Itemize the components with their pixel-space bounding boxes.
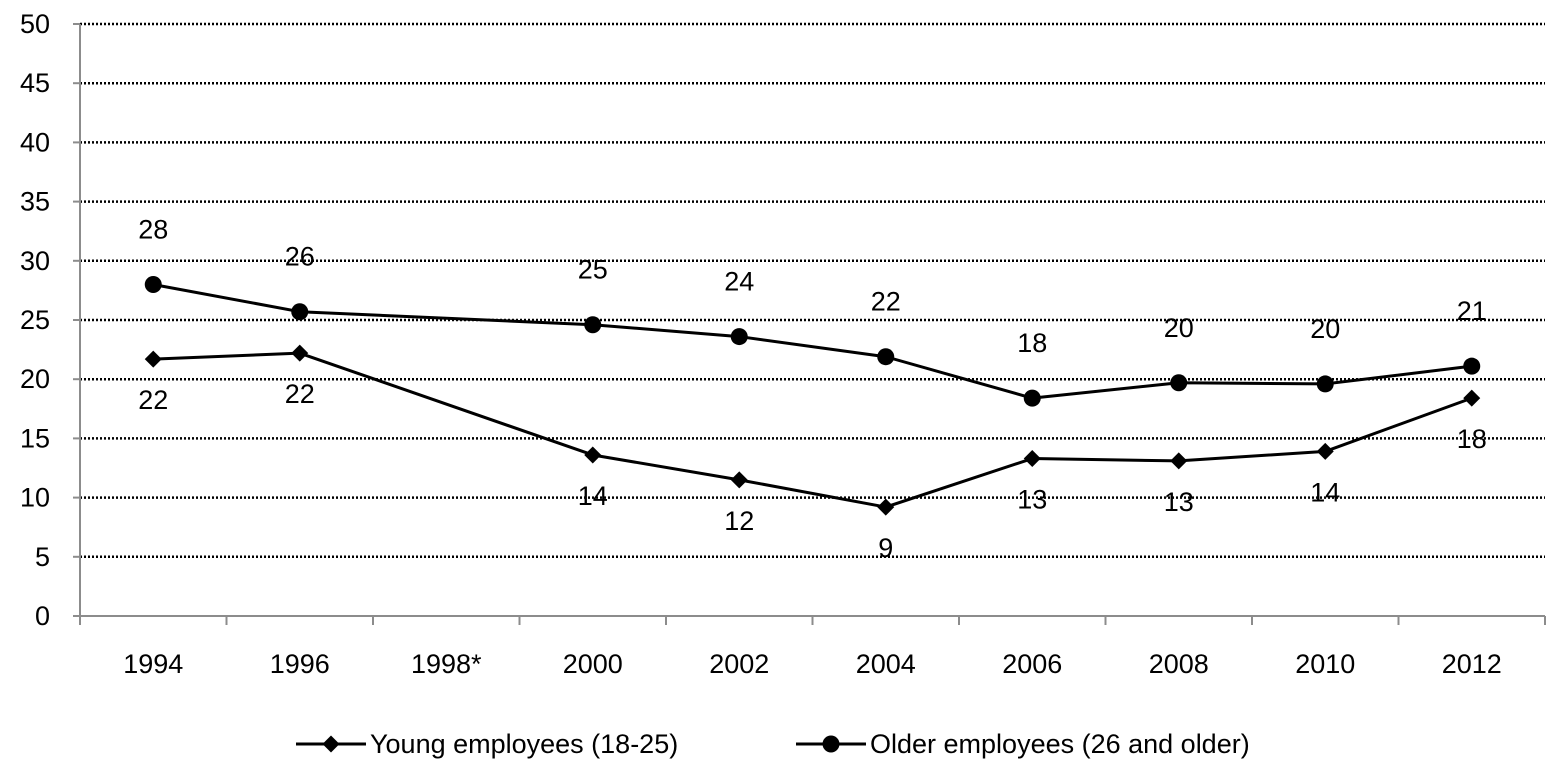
point-s0-1 bbox=[291, 344, 309, 362]
y-tick-label-0: 0 bbox=[35, 601, 50, 631]
point-s1-7 bbox=[1170, 374, 1188, 392]
data-label-s0-6: 13 bbox=[1017, 485, 1047, 515]
point-s0-7 bbox=[1170, 452, 1188, 470]
point-s1-4 bbox=[730, 328, 748, 346]
data-label-s0-1: 22 bbox=[285, 379, 315, 409]
data-label-s1-4: 24 bbox=[724, 267, 754, 297]
data-label-s0-3: 14 bbox=[578, 481, 608, 511]
legend-marker-0 bbox=[322, 735, 340, 753]
x-tick-label-3: 2000 bbox=[563, 649, 623, 679]
y-tick-label-35: 35 bbox=[20, 187, 50, 217]
x-tick-label-6: 2006 bbox=[1002, 649, 1062, 679]
point-s1-6 bbox=[1023, 389, 1041, 407]
point-s0-5 bbox=[877, 498, 895, 516]
point-s1-0 bbox=[144, 275, 162, 293]
legend-label-1: Older employees (26 and older) bbox=[870, 729, 1250, 759]
legend-marker-1 bbox=[822, 735, 840, 753]
point-s1-3 bbox=[584, 316, 602, 334]
x-tick-label-1: 1996 bbox=[270, 649, 330, 679]
gridlines bbox=[80, 22, 1545, 559]
point-s1-9 bbox=[1463, 357, 1481, 375]
y-tick-label-15: 15 bbox=[20, 423, 50, 453]
point-s0-9 bbox=[1463, 389, 1481, 407]
data-label-s0-7: 13 bbox=[1164, 487, 1194, 517]
x-tick-label-2: 1998* bbox=[411, 649, 482, 679]
x-tick-label-8: 2010 bbox=[1295, 649, 1355, 679]
x-tick-label-0: 1994 bbox=[123, 649, 183, 679]
x-tick-label-4: 2002 bbox=[709, 649, 769, 679]
data-label-s1-6: 18 bbox=[1017, 328, 1047, 358]
point-s0-3 bbox=[584, 446, 602, 464]
data-label-s1-5: 22 bbox=[871, 287, 901, 317]
data-label-s1-1: 26 bbox=[285, 242, 315, 272]
point-s1-8 bbox=[1316, 375, 1334, 393]
data-label-s1-0: 28 bbox=[138, 214, 168, 244]
y-tick-label-10: 10 bbox=[20, 483, 50, 513]
y-tick-label-5: 5 bbox=[35, 542, 50, 572]
point-s0-6 bbox=[1023, 450, 1041, 468]
legend-label-0: Young employees (18-25) bbox=[370, 729, 678, 759]
data-label-s0-9: 18 bbox=[1457, 424, 1487, 454]
data-labels: 22 22 14 12 9 13 13 14 18 28 26 25 24 22 18 20 20 21 bbox=[138, 214, 1487, 563]
y-tick-label-25: 25 bbox=[20, 305, 50, 335]
axes: 0 5 10 15 20 25 30 35 40 45 50 1994 1996 1998* 2000 200… bbox=[20, 9, 1546, 679]
x-tick-label-5: 2004 bbox=[856, 649, 916, 679]
y-tick-label-45: 45 bbox=[20, 68, 50, 98]
legend: Young employees (18-25) Older employees (… bbox=[296, 729, 1250, 759]
point-s0-8 bbox=[1316, 442, 1334, 460]
point-s0-0 bbox=[144, 350, 162, 368]
point-s1-5 bbox=[877, 348, 895, 366]
data-label-s0-5: 9 bbox=[878, 533, 893, 563]
data-label-s1-8: 20 bbox=[1310, 314, 1340, 344]
series-lines bbox=[144, 275, 1481, 516]
data-label-s1-3: 25 bbox=[578, 255, 608, 285]
y-tick-label-30: 30 bbox=[20, 246, 50, 276]
series-line-1 bbox=[152, 283, 1472, 400]
point-s1-1 bbox=[291, 303, 309, 321]
x-tick-label-9: 2012 bbox=[1442, 649, 1502, 679]
series-line-0 bbox=[153, 351, 1473, 509]
point-s0-4 bbox=[730, 471, 748, 489]
y-tick-label-20: 20 bbox=[20, 364, 50, 394]
x-tick-label-7: 2008 bbox=[1149, 649, 1209, 679]
y-tick-label-40: 40 bbox=[20, 127, 50, 157]
data-label-s0-4: 12 bbox=[724, 506, 754, 536]
data-label-s1-7: 20 bbox=[1164, 313, 1194, 343]
y-tick-label-50: 50 bbox=[20, 9, 50, 39]
data-label-s1-9: 21 bbox=[1457, 296, 1487, 326]
data-label-s0-8: 14 bbox=[1310, 477, 1340, 507]
data-label-s0-0: 22 bbox=[138, 385, 168, 415]
